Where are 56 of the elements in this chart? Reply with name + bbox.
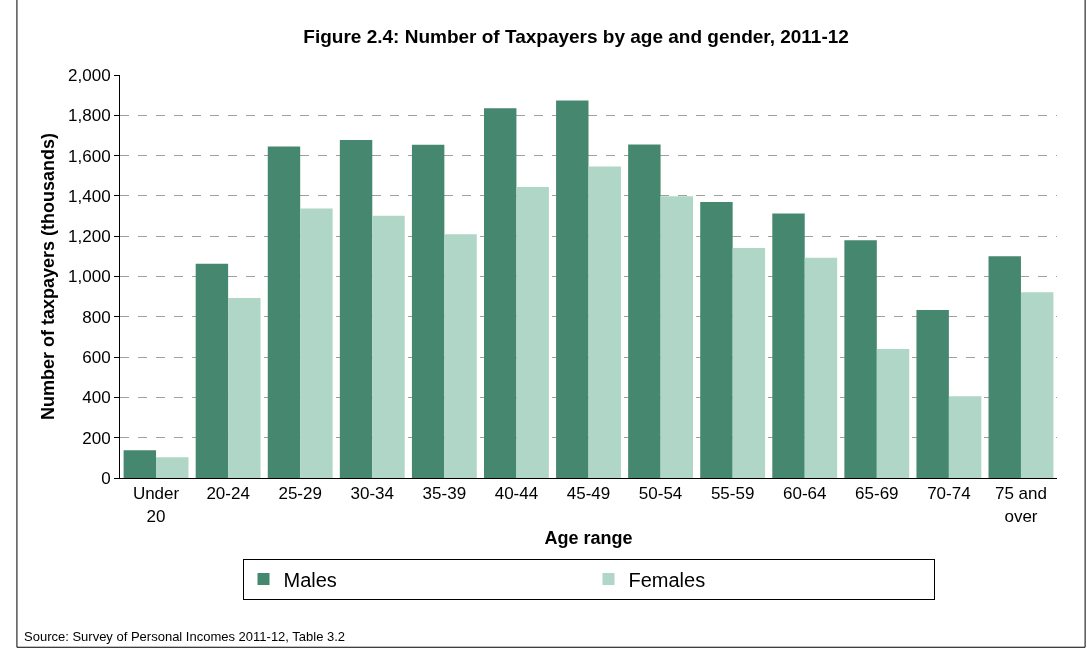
x-tick-label: 65-69 xyxy=(855,484,899,504)
bar xyxy=(732,247,766,478)
bar xyxy=(195,263,229,478)
y-tick-label: 1,600 xyxy=(68,146,111,166)
bar xyxy=(156,457,189,478)
source-note: Source: Survey of Personal Incomes 2011-12, Table 3.2 xyxy=(24,629,346,644)
x-tick-label: 35-39 xyxy=(422,484,467,504)
bar xyxy=(300,208,333,478)
y-tick-label: 0 xyxy=(101,468,111,488)
x-tick-label: 70-74 xyxy=(927,484,971,504)
y-tick-label: 1,000 xyxy=(68,267,111,287)
bar xyxy=(411,144,445,478)
bar xyxy=(844,240,877,478)
bar xyxy=(1020,292,1054,478)
legend-label: Males xyxy=(283,568,337,591)
y-tick-label: 600 xyxy=(82,348,111,368)
bar xyxy=(444,234,477,478)
x-tick-label: 45-49 xyxy=(566,484,611,504)
y-tick-label: 400 xyxy=(82,388,111,408)
bar xyxy=(123,450,157,478)
bar xyxy=(588,166,621,478)
x-tick-label: 25-29 xyxy=(278,484,322,504)
bar xyxy=(876,349,910,478)
bar xyxy=(948,396,982,478)
bar xyxy=(228,298,261,478)
y-axis-title: Number of taxpayers (thousands) xyxy=(38,132,59,421)
bar xyxy=(483,108,517,478)
x-tick-label: 75 and over xyxy=(994,484,1047,526)
bar xyxy=(988,256,1021,478)
y-tick-label: 200 xyxy=(82,428,111,448)
legend-label: Females xyxy=(628,568,706,591)
bar xyxy=(339,139,373,478)
bar xyxy=(916,309,949,478)
bar xyxy=(516,187,549,478)
x-tick-label: 55-59 xyxy=(710,484,755,504)
bar xyxy=(700,201,733,478)
x-tick-label: 60-64 xyxy=(782,484,827,504)
y-tick-label: 1,400 xyxy=(68,186,111,206)
x-tick-label: 30-34 xyxy=(350,484,395,504)
y-tick-label: 1,200 xyxy=(68,227,111,247)
x-tick-label: Under 20 xyxy=(132,484,180,526)
bar xyxy=(772,213,805,478)
bar xyxy=(660,196,694,478)
bar xyxy=(804,257,838,478)
y-tick-label: 800 xyxy=(82,307,111,327)
bar xyxy=(556,100,589,478)
x-axis-title: Age range xyxy=(544,527,633,548)
y-tick-label: 1,800 xyxy=(68,106,111,126)
y-tick-label: 2,000 xyxy=(68,65,111,85)
x-tick-label: 40-44 xyxy=(494,484,539,504)
x-tick-label: 20-24 xyxy=(206,484,250,504)
bar xyxy=(267,146,301,478)
bar xyxy=(628,144,661,478)
chart-title: Figure 2.4: Number of Taxpayers by age and gender, 2011-12 xyxy=(303,26,849,48)
bar xyxy=(372,215,405,478)
x-tick-label: 50-54 xyxy=(638,484,683,504)
